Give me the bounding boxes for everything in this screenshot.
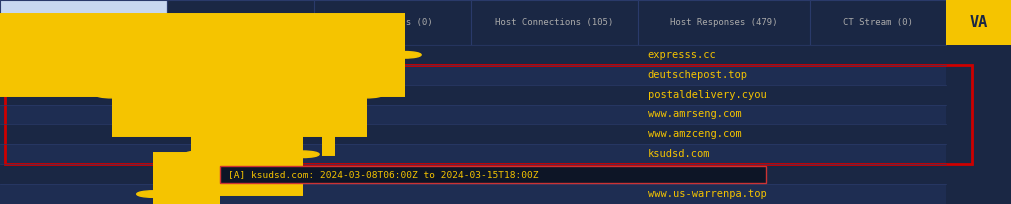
Circle shape	[175, 171, 207, 177]
Circle shape	[388, 52, 421, 58]
Circle shape	[305, 111, 338, 118]
Bar	[0, 104, 945, 124]
Circle shape	[286, 151, 318, 157]
Circle shape	[95, 91, 127, 98]
Text: Resolutions (63): Resolutions (63)	[40, 18, 126, 27]
Bar	[313, 0, 470, 45]
Text: Host Connections (105): Host Connections (105)	[494, 18, 613, 27]
Text: [A] ksudsd.com: 2024-03-08T06:00Z to 2024-03-15T18:00Z: [A] ksudsd.com: 2024-03-08T06:00Z to 202…	[227, 170, 538, 179]
Text: expresss.cc: expresss.cc	[647, 50, 716, 60]
Bar	[0, 85, 945, 104]
Circle shape	[331, 71, 363, 78]
Text: DNS Records (0): DNS Records (0)	[352, 18, 432, 27]
Text: www.us-warrenpa.top: www.us-warrenpa.top	[647, 189, 765, 199]
Circle shape	[350, 91, 382, 98]
Bar	[0, 124, 945, 144]
Text: Host Responses (479): Host Responses (479)	[669, 18, 776, 27]
Circle shape	[308, 71, 341, 78]
Circle shape	[136, 191, 169, 197]
Bar	[219, 166, 765, 183]
Bar	[0, 184, 945, 204]
Text: www.amzceng.com: www.amzceng.com	[647, 129, 741, 139]
Bar	[637, 0, 809, 45]
Text: www.amrseng.com: www.amrseng.com	[647, 110, 741, 120]
Bar	[0, 144, 945, 164]
Bar	[0, 65, 945, 85]
Bar	[945, 0, 1011, 45]
Circle shape	[248, 131, 281, 138]
Bar	[0, 164, 945, 184]
Text: postaldelivery.cyou: postaldelivery.cyou	[647, 90, 765, 100]
Circle shape	[203, 171, 236, 177]
Circle shape	[184, 151, 217, 157]
Bar	[0, 0, 167, 45]
Bar	[809, 0, 945, 45]
Bar	[5, 65, 971, 164]
Text: Subdomains: Subdomains	[213, 18, 267, 27]
Text: ksudsd.com: ksudsd.com	[647, 149, 710, 159]
Text: www.wannen-pa.top: www.wannen-pa.top	[647, 169, 753, 179]
Text: CT Stream (0): CT Stream (0)	[842, 18, 912, 27]
Bar	[167, 0, 313, 45]
Bar	[0, 45, 945, 65]
Text: deutschepost.top: deutschepost.top	[647, 70, 747, 80]
Text: VA: VA	[969, 15, 988, 30]
Bar	[470, 0, 637, 45]
